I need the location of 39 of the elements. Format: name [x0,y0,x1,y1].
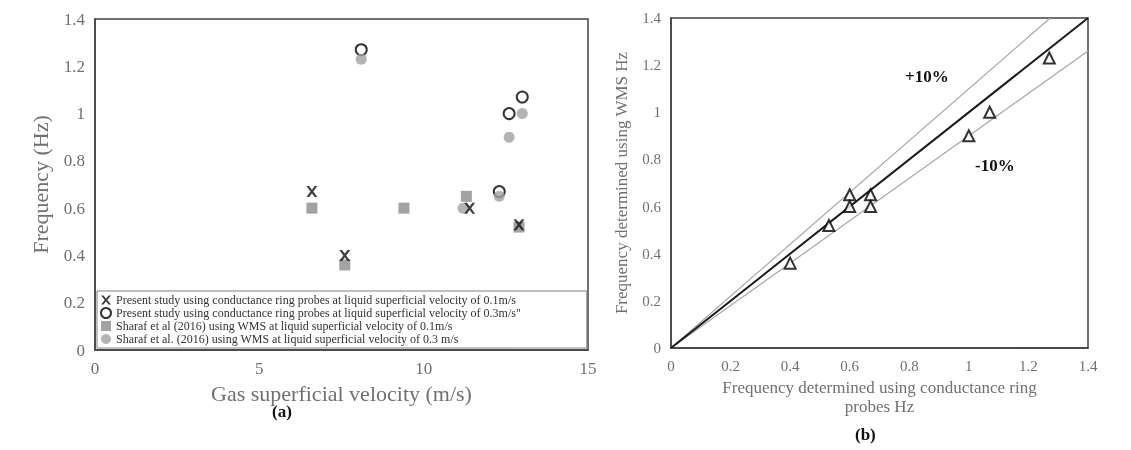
legend-label: Sharaf et al (2016) using WMS at liquid superficial velocity of 0.1m/s [116,319,453,333]
y-tick-label: 1 [653,104,661,121]
legend-label: Present study using conductance ring probes at liquid superficial velocity of 0.1m/s [116,293,517,307]
x-tick-label: 1.4 [1078,357,1098,374]
x-tick-label: 0.4 [780,357,801,374]
x-tick-label: 1 [965,357,973,374]
x-tick-label: 0 [667,357,675,374]
annotation: +10% [905,67,949,86]
x-tick-label: 5 [255,359,264,378]
text: (b) [855,425,876,444]
legend-label: Sharaf et al. (2016) using WMS at liquid superficial velocity of 0.3 m/s [116,332,459,346]
y-tick-label: 1.4 [642,10,662,26]
legend-label: Present study using conductance ring probes at liquid superficial velocity of 0.3m/s" [116,306,521,320]
y-tick-label: 0.8 [642,151,661,168]
x-tick-label: 0.6 [840,357,860,374]
y-axis-title: Frequency determined using WMS Hz [612,51,631,315]
y-tick-label: 0.6 [642,198,662,215]
x-tick-label: 10 [415,359,433,378]
x-tick-label: 0.2 [721,357,740,374]
y-tick-label: 0.4 [63,245,86,265]
y-tick-label: 1.4 [63,9,86,29]
x-axis-title: Gas superficial velocity (m/s) [211,381,472,407]
annotation: -10% [975,156,1015,175]
y-tick-label: 0.6 [63,198,85,218]
y-axis-title: Frequency (Hz) [28,115,54,254]
x-tick-label: 15 [579,359,597,378]
x-axis-title: Frequency determined using conductance ring probes Hz [722,377,1038,416]
y-tick-label: 0.2 [63,293,85,313]
y-tick-label: 0 [653,340,661,356]
y-tick-label: 1.2 [63,56,85,76]
x-tick-label: 0 [90,359,100,378]
y-tick-label: 0.2 [642,292,661,309]
y-tick-label: 1.2 [642,57,661,74]
x-tick-label: 0.8 [899,357,919,374]
x-tick-label: 1.2 [1019,357,1038,374]
y-tick-label: 0.8 [63,151,85,171]
y-tick-label: 1 [76,104,85,124]
y-tick-label: 0 [76,340,85,360]
y-tick-label: 0.4 [642,245,662,262]
